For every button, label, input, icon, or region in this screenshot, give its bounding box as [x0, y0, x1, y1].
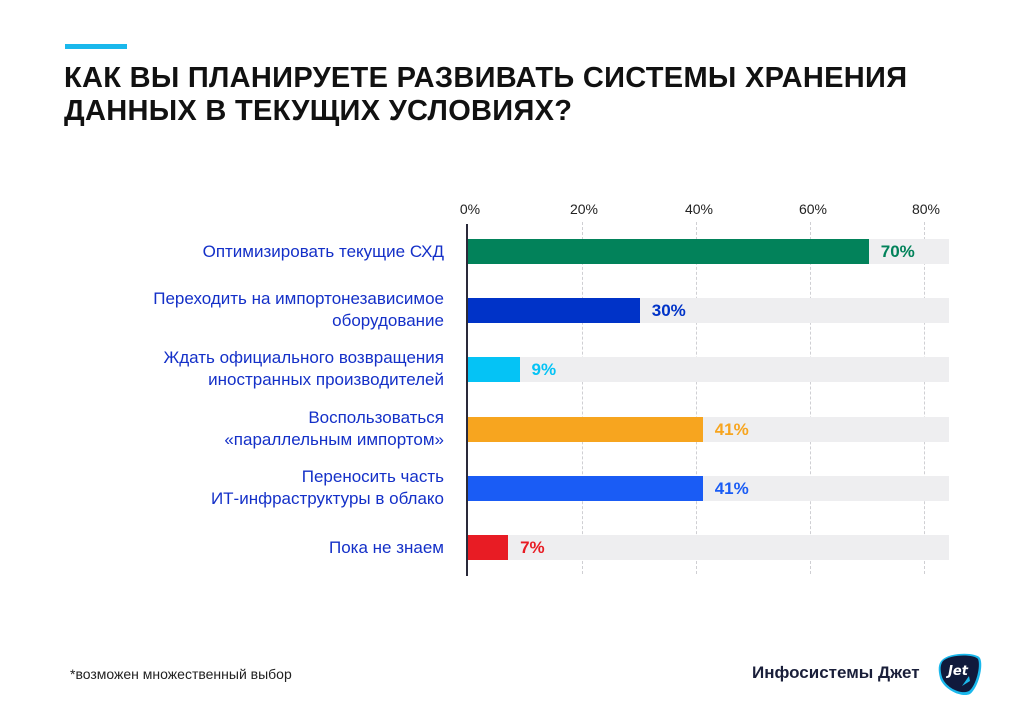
- bar: [468, 298, 640, 323]
- category-label: Переходить на импортонезависимое оборудо…: [153, 289, 444, 330]
- x-tick-label: 20%: [569, 201, 599, 217]
- bar: [468, 417, 703, 442]
- bar-track: [468, 357, 949, 382]
- brand-name: Инфосистемы Джет: [752, 663, 920, 682]
- gridline: [810, 222, 811, 574]
- category-label: Оптимизировать текущие СХД: [202, 242, 444, 261]
- gridline: [582, 222, 583, 574]
- bar: [468, 535, 509, 560]
- chart-title: КАК ВЫ ПЛАНИРУЕТЕ РАЗВИВАТЬ СИСТЕМЫ ХРАН…: [64, 62, 908, 127]
- title-accent-line: [65, 44, 127, 49]
- x-tick-label: 60%: [798, 201, 828, 217]
- gridline: [924, 222, 925, 574]
- value-label: 30%: [651, 301, 686, 320]
- x-tick-label: 80%: [911, 201, 941, 217]
- category-label: Воспользоваться «параллельным импортом»: [224, 408, 444, 449]
- gridline: [696, 222, 697, 574]
- x-tick-label: 40%: [684, 201, 714, 217]
- value-label: 70%: [880, 242, 915, 261]
- jet-logo-icon: Jet: [938, 653, 982, 696]
- y-axis-line: [466, 224, 468, 576]
- x-tick-label: 0%: [459, 201, 481, 217]
- footnote: *возможен множественный выбор: [70, 666, 292, 682]
- category-label: Пока не знаем: [328, 538, 444, 557]
- value-label: 41%: [714, 420, 749, 439]
- bar-track: [468, 535, 949, 560]
- bar: [468, 476, 703, 501]
- category-label: Переносить часть ИТ-инфраструктуры в обл…: [210, 467, 444, 508]
- value-label: 7%: [520, 538, 545, 557]
- value-label: 41%: [714, 479, 749, 498]
- value-label: 9%: [531, 360, 557, 379]
- bar: [468, 357, 520, 382]
- category-label: Ждать официального возвращения иностранн…: [163, 348, 445, 389]
- svg-text:Jet: Jet: [945, 664, 969, 679]
- bar: [468, 239, 869, 264]
